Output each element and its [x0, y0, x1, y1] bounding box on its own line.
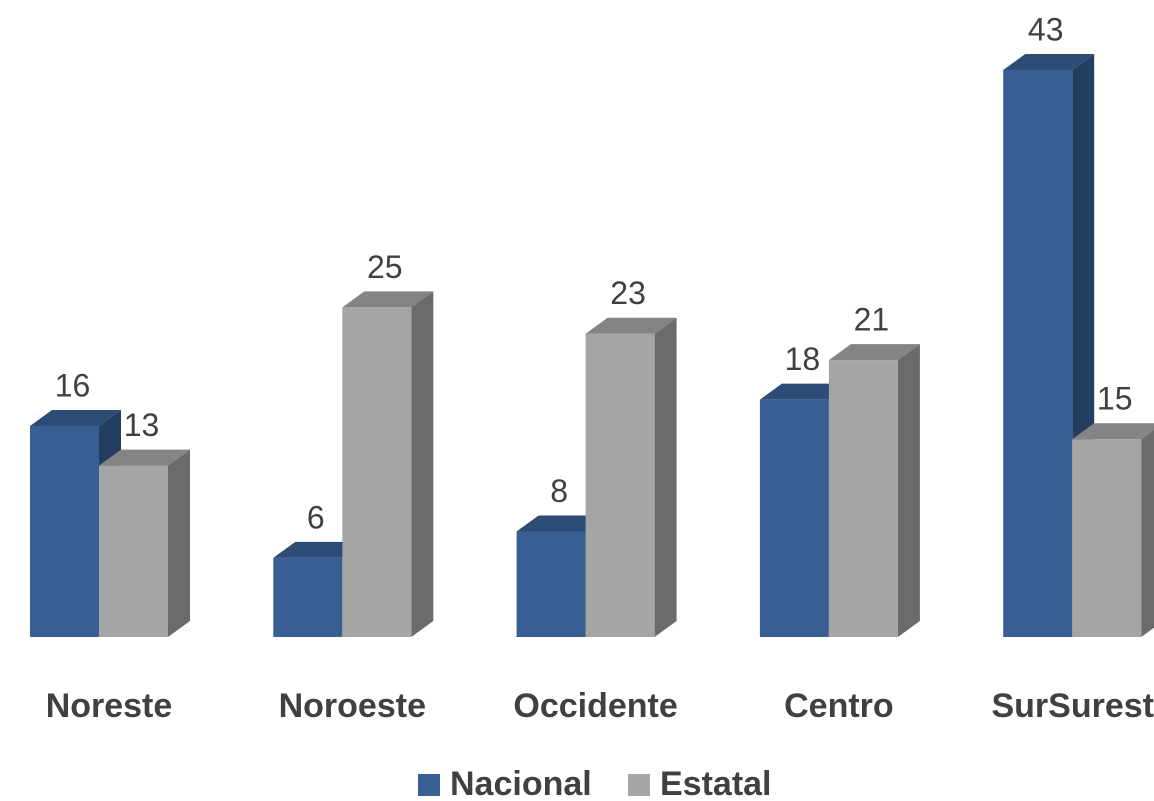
- bar-side: [1141, 429, 1154, 637]
- value-label: 16: [55, 367, 91, 403]
- value-label: 6: [307, 499, 325, 535]
- x-tick-label: Occidente: [513, 687, 677, 725]
- value-label: 23: [610, 275, 646, 311]
- value-label: 13: [124, 407, 160, 443]
- bar: [828, 344, 920, 637]
- x-tick-label: Noroeste: [279, 687, 426, 725]
- bar-top: [759, 383, 851, 400]
- bar-top: [273, 541, 365, 558]
- bar-front: [342, 307, 412, 637]
- bar: [1072, 423, 1154, 637]
- bar-top: [1003, 54, 1095, 70]
- bar: [99, 449, 190, 637]
- bar-front: [585, 333, 655, 637]
- value-label: 43: [1028, 11, 1064, 47]
- legend-swatch: [418, 774, 440, 796]
- value-label: 15: [1097, 381, 1133, 417]
- bar-front: [30, 426, 99, 637]
- value-label: 25: [367, 249, 403, 285]
- bar-top: [342, 291, 434, 308]
- value-label: 21: [854, 302, 890, 338]
- legend-swatch: [628, 774, 650, 796]
- bar-top: [30, 410, 121, 427]
- bar-front: [828, 360, 898, 637]
- bar-side: [654, 317, 677, 637]
- legend-label: Nacional: [450, 765, 592, 801]
- bar-top: [1072, 423, 1154, 440]
- bar-top: [516, 515, 608, 532]
- bar-side: [168, 449, 190, 637]
- bar: [342, 291, 434, 637]
- bar-side: [897, 344, 920, 637]
- bar-side: [411, 291, 434, 637]
- bar-front: [273, 557, 343, 637]
- bar-front: [1072, 439, 1142, 637]
- legend-label: Estatal: [660, 765, 772, 801]
- bar: [585, 317, 677, 637]
- bar-front: [516, 531, 586, 637]
- x-tick-label: Centro: [784, 687, 894, 725]
- x-tick-label: Noreste: [46, 687, 173, 725]
- bar-top: [828, 344, 920, 361]
- bar-front: [759, 399, 829, 637]
- bar-top: [585, 317, 677, 334]
- x-tick-label: SurSureste: [991, 687, 1154, 725]
- value-label: 8: [550, 473, 568, 509]
- bar-front: [1003, 70, 1073, 637]
- bar-top: [99, 449, 190, 466]
- bar-front: [99, 465, 168, 637]
- value-label: 18: [785, 341, 821, 377]
